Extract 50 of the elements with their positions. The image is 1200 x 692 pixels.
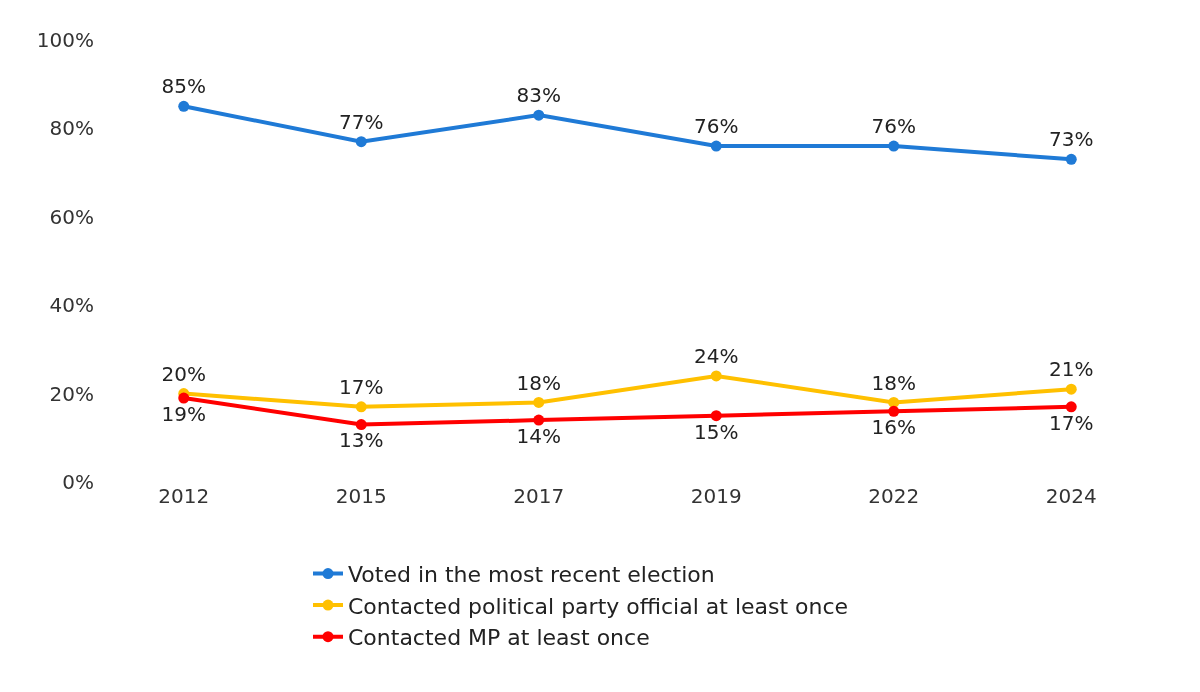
- y-tick-label: 0%: [62, 470, 94, 494]
- point: [533, 414, 545, 426]
- point: [533, 396, 545, 408]
- data-label: 24%: [694, 344, 739, 369]
- point: [1065, 383, 1077, 395]
- data-label: 18%: [871, 370, 916, 395]
- y-tick-label: 60%: [49, 204, 94, 229]
- data-label: 17%: [339, 374, 384, 399]
- point: [1065, 153, 1077, 165]
- data-label: 85%: [161, 74, 206, 99]
- data-label: 76%: [871, 114, 916, 139]
- data-label: 76%: [694, 114, 739, 139]
- data-label: 20%: [161, 361, 206, 386]
- data-label: 15%: [694, 419, 739, 444]
- data-label: 13%: [339, 428, 384, 453]
- point: [178, 392, 190, 404]
- data-label: 14%: [516, 423, 561, 448]
- data-label: 73%: [1049, 127, 1094, 152]
- x-tick-label: 2019: [690, 484, 742, 508]
- data-label: 17%: [1049, 410, 1094, 435]
- data-label: 83%: [516, 83, 561, 108]
- point: [888, 405, 900, 417]
- point: [533, 109, 545, 121]
- legend-label: Voted in the most recent election: [348, 562, 715, 588]
- y-tick-label: 40%: [49, 293, 94, 318]
- point: [710, 140, 722, 152]
- point: [355, 136, 367, 148]
- point: [355, 419, 367, 431]
- point: [888, 396, 900, 408]
- data-label: 16%: [871, 415, 916, 440]
- legend-label: Contacted political party official at least once: [348, 593, 849, 619]
- x-tick-label: 2017: [513, 484, 565, 508]
- point: [710, 370, 722, 382]
- x-tick-label: 2012: [158, 484, 210, 508]
- data-label: 21%: [1049, 357, 1094, 382]
- point: [355, 401, 367, 413]
- point: [888, 140, 900, 152]
- x-tick-label: 2022: [868, 484, 920, 508]
- y-tick-label: 100%: [36, 28, 94, 52]
- y-tick-label: 20%: [49, 381, 94, 406]
- x-tick-label: 2024: [1045, 484, 1097, 508]
- x-tick-label: 2015: [335, 484, 387, 508]
- data-label: 19%: [161, 401, 206, 426]
- point: [178, 100, 190, 112]
- y-tick-label: 80%: [49, 116, 94, 141]
- data-label: 77%: [339, 109, 384, 134]
- legend-label: Contacted MP at least once: [348, 625, 650, 651]
- point: [1065, 401, 1077, 413]
- data-label: 18%: [516, 370, 561, 395]
- point: [710, 410, 722, 422]
